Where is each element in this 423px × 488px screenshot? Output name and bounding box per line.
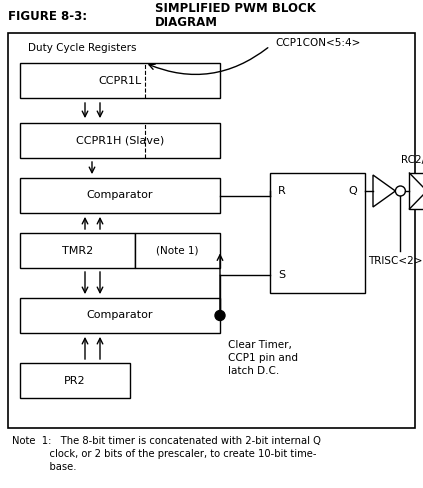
Bar: [20, 178, 220, 213]
Text: CCPR1L: CCPR1L: [99, 76, 142, 85]
Text: FIGURE 8-3:: FIGURE 8-3:: [8, 9, 87, 22]
Text: RC2/CCP1: RC2/CCP1: [401, 155, 423, 165]
Text: CCP1CON<5:4>: CCP1CON<5:4>: [275, 38, 360, 48]
Bar: [20, 298, 220, 333]
Text: Clear Timer,
CCP1 pin and
latch D.C.: Clear Timer, CCP1 pin and latch D.C.: [228, 340, 298, 376]
Text: TRISC<2>: TRISC<2>: [368, 256, 423, 266]
Text: Note  1:   The 8-bit timer is concatenated with 2-bit internal Q
            clo: Note 1: The 8-bit timer is concatenated …: [12, 436, 321, 472]
Bar: [409, 173, 423, 209]
Text: Duty Cycle Registers: Duty Cycle Registers: [28, 43, 137, 53]
Text: (Note 1): (Note 1): [156, 245, 199, 256]
Text: Comparator: Comparator: [87, 310, 153, 321]
Bar: [20, 123, 220, 158]
Text: Comparator: Comparator: [87, 190, 153, 201]
Circle shape: [396, 186, 405, 196]
Bar: [135, 233, 220, 268]
Text: CCPR1H (Slave): CCPR1H (Slave): [76, 136, 164, 145]
Text: SIMPLIFIED PWM BLOCK: SIMPLIFIED PWM BLOCK: [155, 2, 316, 16]
Bar: [20, 63, 220, 98]
Text: TMR2: TMR2: [62, 245, 93, 256]
Text: DIAGRAM: DIAGRAM: [155, 16, 218, 28]
Bar: [20, 233, 135, 268]
Text: PR2: PR2: [64, 375, 86, 386]
Text: Q: Q: [348, 186, 357, 196]
Circle shape: [215, 310, 225, 321]
Text: R: R: [278, 186, 286, 196]
Bar: [20, 363, 130, 398]
Bar: [270, 173, 365, 293]
Text: S: S: [278, 270, 285, 280]
Bar: [8, 33, 415, 428]
